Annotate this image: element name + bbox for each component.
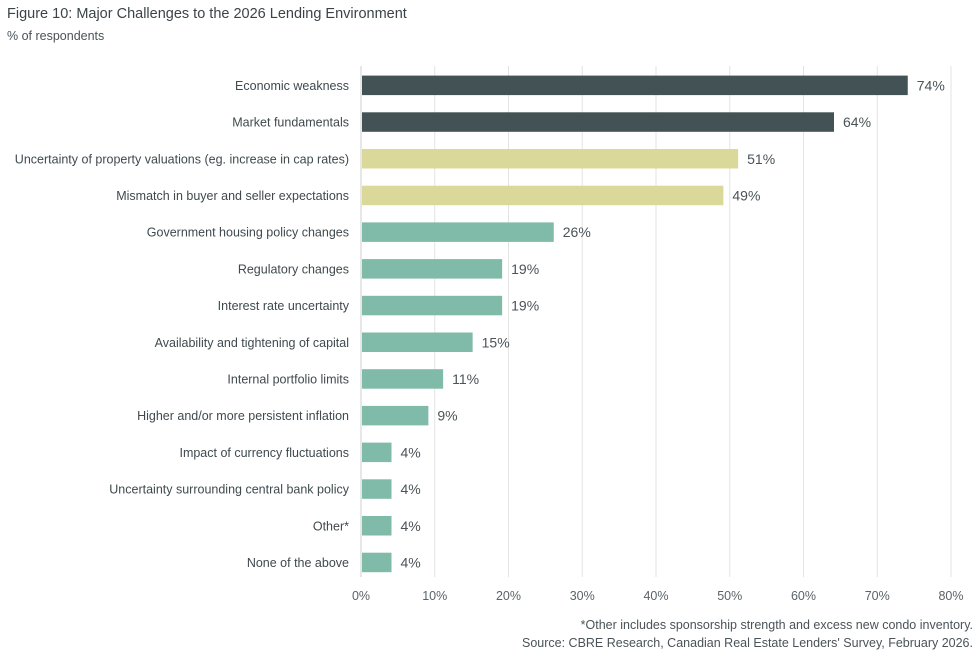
x-tick-label: 30% bbox=[570, 589, 595, 603]
category-label: Other* bbox=[313, 519, 349, 533]
chart-subtitle: % of respondents bbox=[7, 29, 105, 43]
bar bbox=[362, 405, 429, 426]
category-label: Higher and/or more persistent inflation bbox=[137, 409, 349, 423]
bar bbox=[362, 149, 739, 169]
category-label: Impact of currency fluctuations bbox=[179, 446, 349, 460]
bar bbox=[362, 442, 392, 463]
bar bbox=[362, 222, 554, 242]
data-label: 26% bbox=[563, 224, 591, 240]
footnote-source: Source: CBRE Research, Canadian Real Est… bbox=[521, 636, 973, 650]
category-label: Internal portfolio limits bbox=[227, 372, 349, 386]
category-label: Economic weakness bbox=[235, 79, 349, 93]
x-tick-label: 50% bbox=[717, 589, 742, 603]
x-tick-label: 20% bbox=[496, 589, 521, 603]
category-label: Market fundamentals bbox=[232, 116, 349, 130]
data-label: 4% bbox=[401, 444, 421, 460]
category-label: None of the above bbox=[247, 556, 349, 570]
chart-title: Figure 10: Major Challenges to the 2026 … bbox=[7, 6, 407, 22]
category-label: Regulatory changes bbox=[238, 262, 349, 276]
bar bbox=[362, 112, 834, 132]
x-tick-label: 60% bbox=[791, 589, 816, 603]
data-label: 11% bbox=[452, 371, 479, 387]
bar bbox=[362, 75, 908, 96]
data-label: 9% bbox=[437, 408, 457, 424]
data-label: 19% bbox=[511, 261, 539, 277]
bar bbox=[362, 479, 392, 499]
data-label: 4% bbox=[401, 481, 421, 497]
bar bbox=[362, 259, 503, 279]
data-label: 74% bbox=[917, 77, 945, 93]
category-label: Uncertainty of property valuations (eg. … bbox=[15, 152, 349, 166]
footnote-other: *Other includes sponsorship strength and… bbox=[580, 618, 973, 632]
bar bbox=[362, 552, 392, 573]
bar bbox=[362, 295, 503, 316]
x-tick-label: 70% bbox=[865, 589, 890, 603]
category-label: Interest rate uncertainty bbox=[218, 299, 350, 313]
data-label: 15% bbox=[482, 334, 510, 350]
data-label: 4% bbox=[401, 518, 421, 534]
category-label: Uncertainty surrounding central bank pol… bbox=[109, 483, 349, 497]
category-label: Mismatch in buyer and seller expectation… bbox=[116, 189, 349, 203]
bar bbox=[362, 516, 392, 536]
category-label: Government housing policy changes bbox=[147, 226, 349, 240]
data-label: 19% bbox=[511, 298, 539, 314]
x-tick-label: 40% bbox=[643, 589, 668, 603]
x-tick-label: 80% bbox=[938, 589, 963, 603]
data-label: 64% bbox=[843, 114, 871, 130]
data-label: 4% bbox=[401, 554, 421, 570]
x-tick-label: 0% bbox=[352, 589, 370, 603]
bar bbox=[362, 332, 473, 352]
data-label: 49% bbox=[732, 187, 760, 203]
category-label: Availability and tightening of capital bbox=[155, 336, 349, 350]
bar bbox=[362, 185, 724, 206]
data-label: 51% bbox=[747, 151, 775, 167]
x-tick-label: 10% bbox=[422, 589, 447, 603]
bar bbox=[362, 369, 444, 389]
